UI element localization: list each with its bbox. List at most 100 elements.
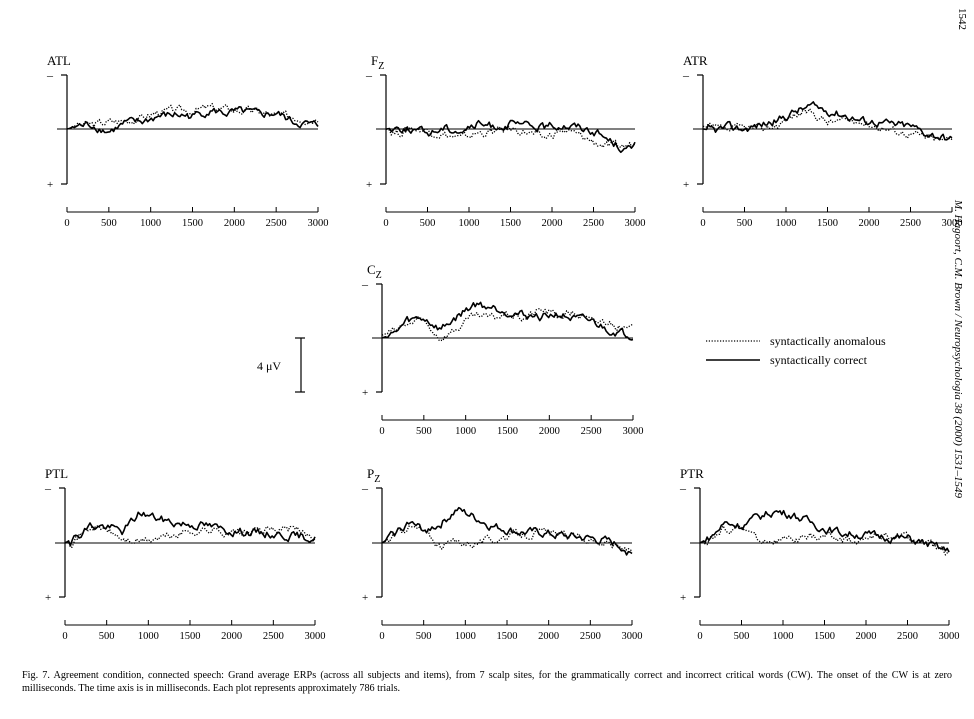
erp-panel-fz: FZ– +0 500 1000 1500 2000 2500 3000 — [365, 53, 646, 229]
polarity-negative-label: – — [365, 68, 373, 82]
polarity-positive-label: + — [362, 387, 368, 399]
page-number: 1542 — [956, 8, 968, 30]
x-tick-label: 500 — [737, 218, 753, 229]
x-tick-label: 0 — [62, 631, 67, 642]
series-line-correct — [64, 511, 316, 547]
x-tick-label: 2000 — [859, 218, 880, 229]
x-tick-label: 3000 — [942, 218, 963, 229]
x-tick-label: 3000 — [625, 218, 646, 229]
x-tick-label: 1500 — [497, 631, 518, 642]
polarity-positive-label: + — [47, 179, 53, 191]
x-tick-label: 0 — [383, 218, 388, 229]
legend-label: syntactically correct — [770, 353, 868, 367]
x-tick-label: 500 — [416, 426, 432, 437]
x-tick-label: 0 — [64, 218, 69, 229]
polarity-positive-label: + — [366, 179, 372, 191]
x-tick-label: 2500 — [581, 426, 602, 437]
panel-title: FZ — [371, 53, 384, 72]
panel-title: PZ — [367, 466, 380, 485]
x-tick-label: 2000 — [224, 218, 245, 229]
x-tick-label: 1500 — [180, 631, 201, 642]
x-tick-label: 2500 — [580, 631, 601, 642]
erp-panel-ptr: PTR– +0 500 1000 1500 2000 2500 3000 — [679, 466, 960, 642]
x-tick-label: 500 — [734, 631, 750, 642]
x-tick-label: 2500 — [897, 631, 918, 642]
polarity-negative-label: – — [46, 68, 54, 82]
x-tick-label: 3000 — [308, 218, 329, 229]
polarity-negative-label: – — [44, 481, 52, 495]
series-line-correct — [381, 506, 633, 556]
x-tick-label: 0 — [379, 631, 384, 642]
panel-title: ATR — [683, 53, 708, 68]
x-tick-label: 1500 — [500, 218, 521, 229]
panel-title: ATL — [47, 53, 71, 68]
series-line-correct — [385, 119, 636, 154]
figure-caption: Fig. 7. Agreement condition, connected s… — [22, 670, 952, 694]
x-tick-label: 1000 — [459, 218, 480, 229]
x-tick-label: 2500 — [266, 218, 287, 229]
x-tick-label: 2500 — [583, 218, 604, 229]
scale-bar-label: 4 μV — [257, 359, 281, 373]
x-tick-label: 0 — [379, 426, 384, 437]
x-tick-label: 1000 — [455, 426, 476, 437]
series-line-correct — [699, 509, 950, 553]
running-head: M. Hagoort, C.M. Brown / Neuropsychologi… — [952, 200, 964, 499]
x-tick-label: 1000 — [455, 631, 476, 642]
panel-title: CZ — [367, 262, 382, 281]
x-tick-label: 500 — [99, 631, 115, 642]
polarity-negative-label: – — [361, 277, 369, 291]
series-line-anomalous — [66, 102, 319, 130]
x-tick-label: 1000 — [776, 218, 797, 229]
erp-panel-pz: PZ– +0 500 1000 1500 2000 2500 3000 — [361, 466, 643, 642]
x-tick-label: 0 — [700, 218, 705, 229]
x-tick-label: 2000 — [539, 426, 560, 437]
erp-panel-ptl: PTL– +0 500 1000 1500 2000 2500 3000 — [44, 466, 326, 642]
legend: syntactically anomalous syntactically cor… — [706, 334, 886, 367]
x-tick-label: 2500 — [263, 631, 284, 642]
x-tick-label: 1500 — [497, 426, 518, 437]
series-line-anomalous — [381, 525, 633, 552]
polarity-negative-label: – — [361, 481, 369, 495]
polarity-positive-label: + — [683, 179, 689, 191]
series-line-anomalous — [381, 307, 634, 342]
x-tick-label: 1500 — [814, 631, 835, 642]
erp-panel-atr: ATR– +0 500 1000 1500 2000 2500 3000 — [682, 53, 963, 229]
panel-title: PTL — [45, 466, 68, 481]
x-tick-label: 1000 — [140, 218, 161, 229]
legend-label: syntactically anomalous — [770, 334, 886, 348]
x-tick-label: 2000 — [542, 218, 563, 229]
x-tick-label: 1000 — [138, 631, 159, 642]
polarity-positive-label: + — [362, 592, 368, 604]
series-line-anomalous — [702, 107, 953, 142]
panel-title: PTR — [680, 466, 704, 481]
x-tick-label: 2000 — [856, 631, 877, 642]
polarity-positive-label: + — [680, 592, 686, 604]
series-line-anomalous — [64, 525, 316, 549]
x-tick-label: 3000 — [623, 426, 644, 437]
x-tick-label: 2000 — [538, 631, 559, 642]
erp-panel-cz: CZ– +0 500 1000 1500 2000 2500 3000 — [361, 262, 644, 437]
x-tick-label: 1500 — [817, 218, 838, 229]
x-tick-label: 3000 — [622, 631, 643, 642]
x-tick-label: 2500 — [900, 218, 921, 229]
x-tick-label: 1000 — [773, 631, 794, 642]
x-tick-label: 3000 — [305, 631, 326, 642]
x-tick-label: 2000 — [221, 631, 242, 642]
scale-bar: 4 μV — [257, 337, 305, 393]
x-tick-label: 500 — [416, 631, 432, 642]
series-line-correct — [381, 301, 634, 341]
x-tick-label: 3000 — [939, 631, 960, 642]
x-tick-label: 500 — [101, 218, 117, 229]
series-line-anomalous — [385, 125, 636, 149]
series-line-correct — [702, 101, 953, 141]
series-line-anomalous — [699, 523, 950, 556]
erp-panel-atl: ATL– +0 500 1000 1500 2000 2500 3000 — [46, 53, 329, 229]
polarity-negative-label: – — [682, 68, 690, 82]
x-tick-label: 1500 — [182, 218, 203, 229]
polarity-negative-label: – — [679, 481, 687, 495]
x-tick-label: 0 — [697, 631, 702, 642]
series-line-correct — [66, 106, 319, 134]
polarity-positive-label: + — [45, 592, 51, 604]
x-tick-label: 500 — [420, 218, 436, 229]
